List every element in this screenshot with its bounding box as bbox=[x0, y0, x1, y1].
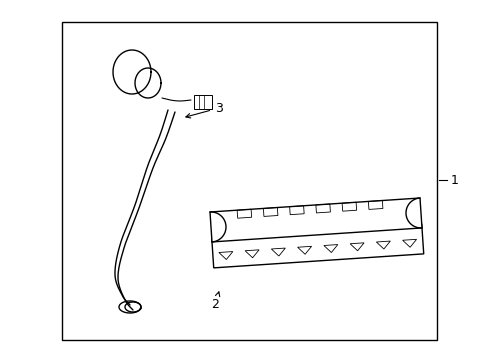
Polygon shape bbox=[209, 198, 421, 242]
Text: 2: 2 bbox=[211, 292, 219, 311]
Text: 3: 3 bbox=[185, 102, 223, 118]
Polygon shape bbox=[211, 224, 423, 268]
Bar bbox=[62, 22, 436, 340]
Text: 1: 1 bbox=[450, 174, 458, 186]
Bar bbox=[194, 95, 212, 109]
